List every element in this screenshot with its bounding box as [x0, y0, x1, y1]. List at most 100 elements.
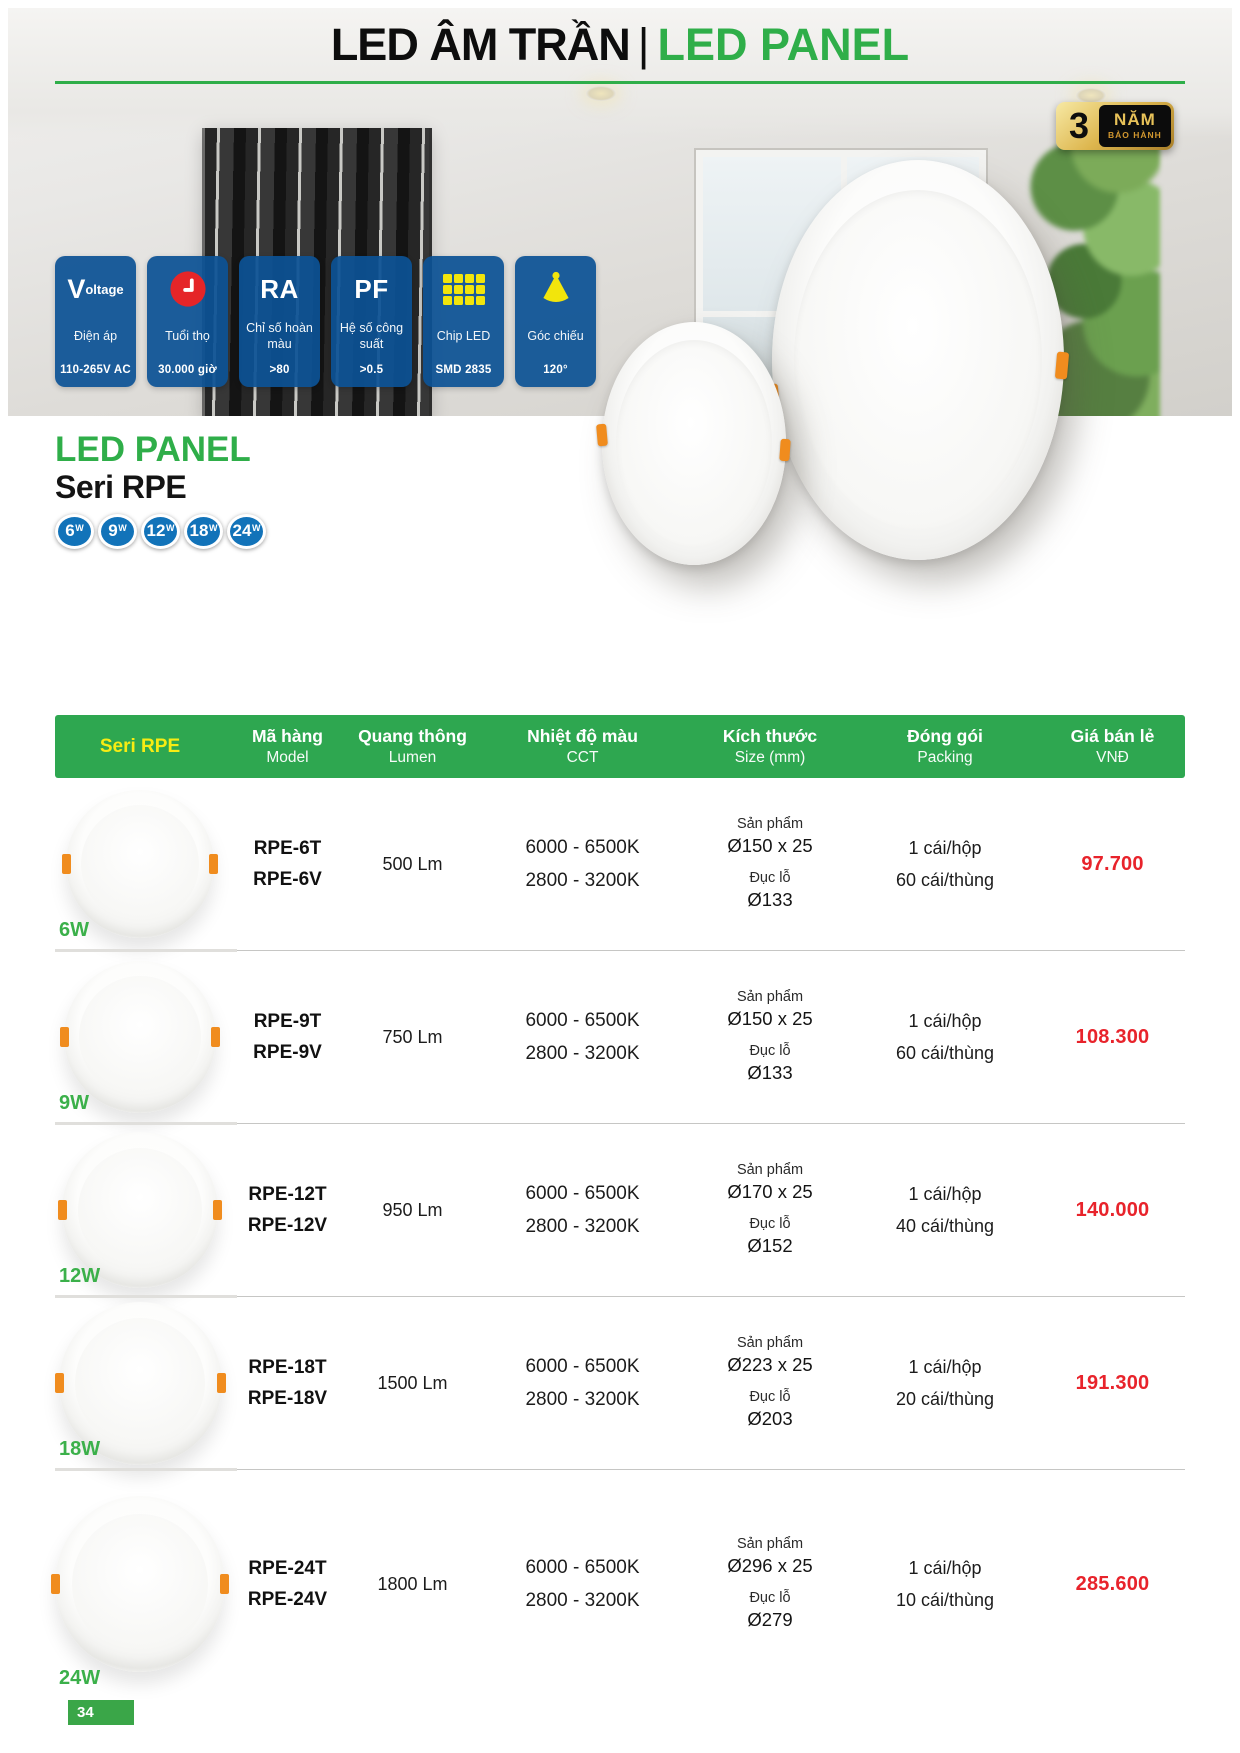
packing-box: 1 cái/hộp: [908, 837, 982, 858]
model-code: RPE-18T: [248, 1356, 327, 1378]
header-col-size: Kích thước Size (mm): [722, 726, 818, 766]
spec-label: Chỉ số hoàn màu: [246, 321, 313, 351]
price-cell: 191.300: [1040, 1372, 1185, 1395]
spec-value: 110-265V AC: [60, 364, 131, 376]
table-row: RPE-18T RPE-18V 1500 Lm 6000 - 6500K 280…: [54, 1297, 1185, 1471]
table-row: RPE-6T RPE-6V 500 Lm 6000 - 6500K 2800 -…: [55, 778, 1185, 952]
lumen-value: 950 Lm: [382, 1199, 443, 1220]
warranty-years: 3: [1068, 105, 1090, 146]
mounting-clip-icon: [209, 854, 218, 874]
spec-value: >0.5: [359, 364, 384, 376]
size-hole-label: Đục lỗ: [749, 1043, 791, 1059]
size-hole-value: Ø133: [747, 888, 793, 910]
size-hole-value: Ø203: [747, 1407, 793, 1429]
model-cell: RPE-6T RPE-6V: [225, 833, 350, 896]
header-seri: Seri RPE: [99, 735, 181, 757]
price-value: 97.700: [1081, 852, 1144, 875]
spec-label: Điện áp: [73, 329, 118, 344]
model-code: RPE-12V: [247, 1215, 328, 1236]
header-col-model: Mã hàng Model: [252, 726, 323, 766]
spec-label: Chip LED: [436, 329, 491, 344]
series-heading-green: LED PANEL: [55, 430, 251, 469]
cct-value: 6000 - 6500K: [525, 836, 640, 858]
header-col-price: Giá bán lẻ VNĐ: [1070, 726, 1155, 766]
ra-title: RA: [260, 273, 299, 304]
product-image-cell: [55, 961, 225, 1113]
size-product-value: Ø150 x 25: [727, 835, 813, 857]
product-image-cell: [54, 1301, 226, 1465]
size-product-label: Sản phẩm: [736, 816, 804, 833]
product-image: [60, 961, 220, 1113]
size-cell: Sản phẩm Ø150 x 25 Đục lỗ Ø133: [690, 988, 850, 1086]
product-image: [62, 790, 218, 938]
spec-card-lifetime: Tuổi thọ 30.000 giờ: [147, 256, 228, 387]
product-photo-large: [765, 160, 1070, 560]
cct-value: 6000 - 6500K: [525, 1355, 640, 1377]
packing-cell: 1 cái/hộp 60 cái/thùng: [850, 1005, 1040, 1070]
wattage-label: 6W: [59, 919, 89, 941]
product-image: [51, 1496, 229, 1672]
size-cell: Sản phẩm Ø170 x 25 Đục lỗ Ø152: [690, 1161, 850, 1259]
warranty-text: NĂM BẢO HÀNH: [1099, 105, 1171, 147]
packing-box: 1 cái/hộp: [908, 1557, 982, 1578]
lumen-value: 1500 Lm: [377, 1372, 448, 1393]
size-cell: Sản phẩm Ø150 x 25 Đục lỗ Ø133: [690, 815, 850, 913]
size-product-value: Ø150 x 25: [727, 1008, 813, 1030]
packing-cell: 1 cái/hộp 10 cái/thùng: [850, 1552, 1040, 1617]
lumen-value: 1800 Lm: [377, 1573, 448, 1594]
series-heading-black: Seri RPE: [55, 469, 187, 506]
cct-value: 2800 - 3200K: [525, 1590, 640, 1611]
wattage-badge-12w: 12 W: [141, 513, 180, 549]
led-chip-grid-icon: [442, 268, 485, 310]
size-product-label: Sản phẩm: [736, 1536, 804, 1553]
spec-card-pf: PF Hệ số công suất >0.5: [331, 256, 412, 387]
product-image-cell: [55, 790, 225, 938]
cct-value: 2800 - 3200K: [525, 1043, 640, 1064]
packing-cell: 1 cái/hộp 60 cái/thùng: [850, 832, 1040, 897]
spec-card-beam: Góc chiếu 120°: [515, 256, 596, 387]
ceiling-downlight-icon: [586, 86, 616, 101]
size-hole-value: Ø279: [747, 1608, 793, 1630]
size-hole-value: Ø152: [747, 1234, 793, 1256]
warranty-caption: BẢO HÀNH: [1108, 129, 1162, 140]
header-col-packing: Đóng gói Packing: [907, 726, 983, 766]
spec-value: SMD 2835: [435, 364, 492, 376]
lumen-value: 750 Lm: [382, 1026, 443, 1047]
cct-value: 2800 - 3200K: [525, 1389, 640, 1410]
cct-cell: 6000 - 6500K 2800 - 3200K: [475, 1004, 690, 1071]
product-image-cell: [55, 1132, 225, 1288]
cct-value: 6000 - 6500K: [525, 1556, 640, 1578]
packing-box: 1 cái/hộp: [908, 1010, 982, 1031]
table-row: RPE-24T RPE-24V 1800 Lm 6000 - 6500K 280…: [51, 1470, 1185, 1698]
spec-label: Góc chiếu: [527, 329, 584, 344]
ceiling-downlight-icon: [1076, 88, 1106, 103]
mounting-clip-icon: [51, 1574, 60, 1594]
packing-carton: 10 cái/thùng: [895, 1590, 995, 1610]
product-image-cell: [51, 1496, 229, 1672]
model-code: RPE-12T: [248, 1183, 327, 1205]
price-value: 140.000: [1075, 1198, 1150, 1221]
size-product-label: Sản phẩm: [736, 1162, 804, 1179]
header-col-cct: Nhiệt độ màu CCT: [527, 726, 638, 766]
header-col-lumen: Quang thông Lumen: [358, 726, 467, 766]
spec-value: 30.000 giờ: [158, 364, 217, 376]
beam-angle-icon: [536, 268, 576, 310]
spec-value: 120°: [543, 364, 568, 376]
size-product-value: Ø170 x 25: [727, 1181, 813, 1203]
table-header: Seri RPE Mã hàng Model Quang thông Lumen N…: [55, 715, 1185, 778]
size-cell: Sản phẩm Ø223 x 25 Đục lỗ Ø203: [690, 1334, 850, 1432]
model-code: RPE-24T: [248, 1557, 327, 1579]
mounting-clip-icon: [213, 1200, 222, 1220]
page-title: LED ÂM TRẦN | LED PANEL: [0, 20, 1240, 84]
warranty-badge: 3 NĂM BẢO HÀNH: [1056, 102, 1174, 150]
lumen-cell: 950 Lm: [350, 1200, 475, 1221]
mounting-clip-icon: [60, 1027, 69, 1047]
packing-carton: 40 cái/thùng: [895, 1216, 995, 1236]
mounting-clip-icon: [62, 854, 71, 874]
size-hole-label: Đục lỗ: [749, 1590, 791, 1606]
product-photo-small: [596, 322, 791, 565]
table-row: RPE-12T RPE-12V 950 Lm 6000 - 6500K 2800…: [55, 1124, 1185, 1298]
